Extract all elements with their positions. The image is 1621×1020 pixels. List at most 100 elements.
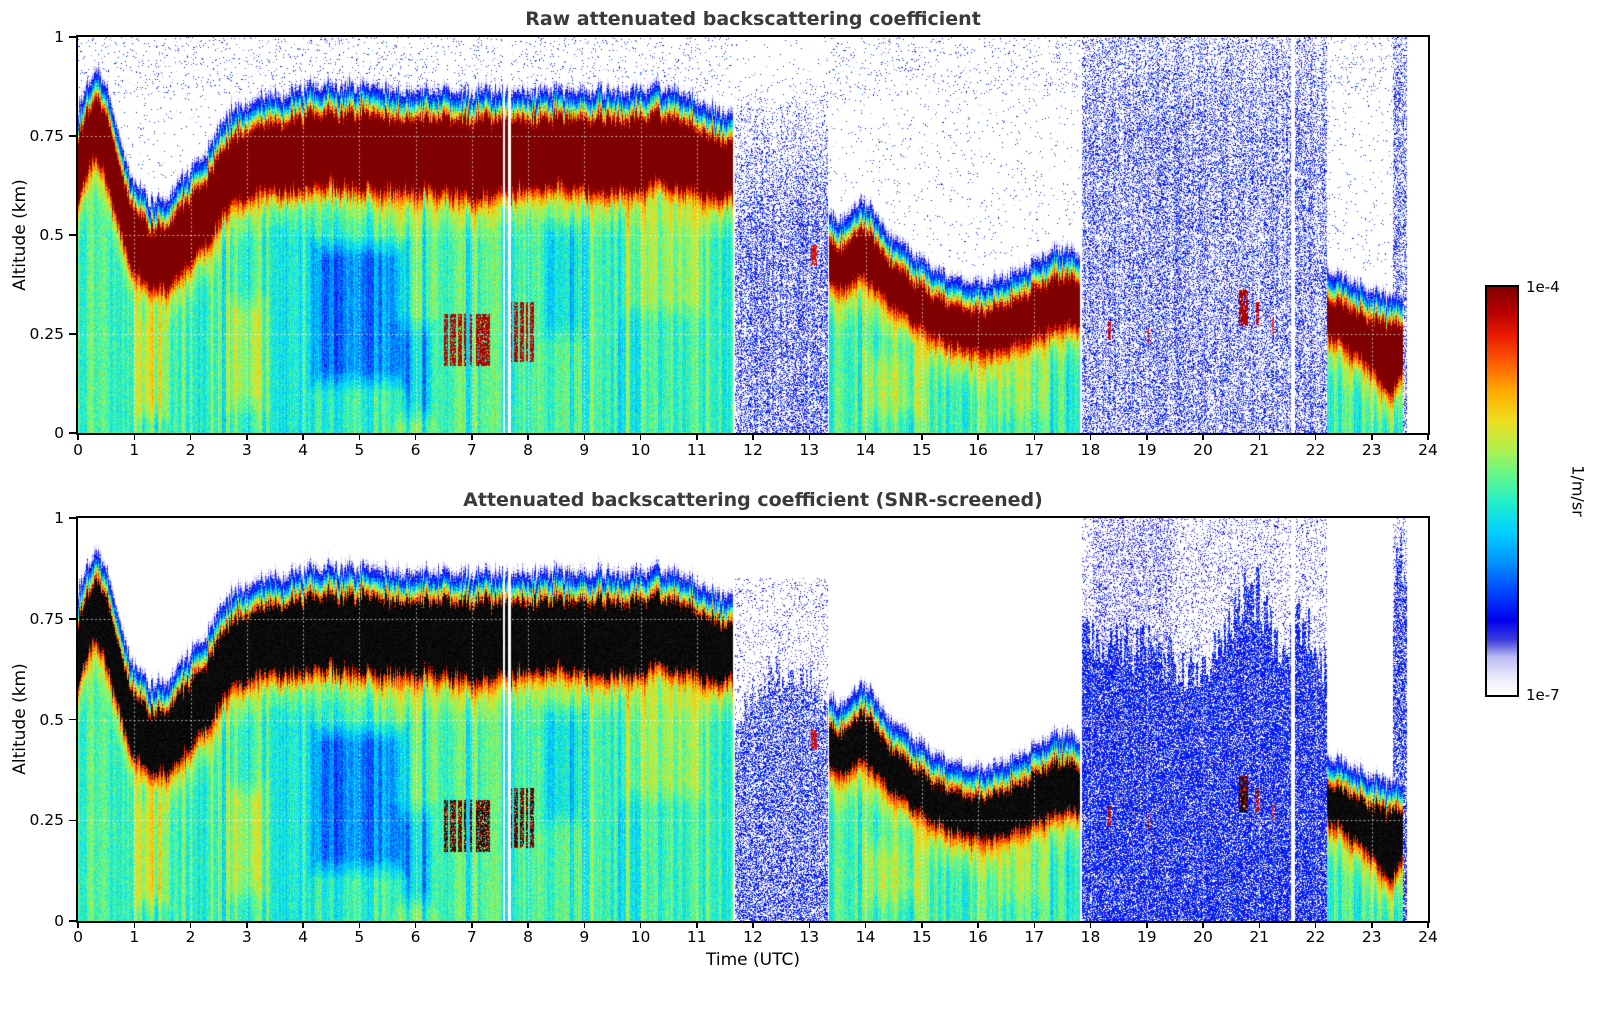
x-tick-mark <box>1089 923 1092 928</box>
x-tick-label: 7 <box>466 441 477 459</box>
x-tick-mark <box>977 923 979 928</box>
x-tick-mark <box>302 923 304 928</box>
x-tick-label: 14 <box>855 441 876 459</box>
x-tick-label: 1 <box>129 928 140 946</box>
x-tick-mark <box>1427 923 1429 928</box>
x-tick-mark <box>471 923 473 928</box>
x-tick-mark <box>1371 923 1373 928</box>
y-tick-mark <box>69 135 76 137</box>
x-tick-mark <box>864 923 867 928</box>
x-tick-label: 23 <box>1361 441 1382 459</box>
x-tick-label: 7 <box>466 928 477 946</box>
x-tick-mark <box>1033 435 1035 440</box>
y-tick-mark <box>69 36 76 38</box>
colorbar <box>1487 287 1517 695</box>
x-tick-mark <box>921 923 923 928</box>
x-tick-mark <box>246 923 248 928</box>
x-tick-label: 22 <box>1305 928 1326 946</box>
x-tick-label: 0 <box>73 928 83 946</box>
x-tick-label: 1 <box>129 441 140 459</box>
y-tick-mark <box>69 819 76 821</box>
x-tick-mark <box>583 435 585 440</box>
x-tick-mark <box>808 923 810 928</box>
x-tick-label: 3 <box>241 441 252 459</box>
x-tick-mark <box>358 923 360 928</box>
y-tick-mark <box>69 432 76 434</box>
x-tick-mark <box>527 923 529 928</box>
x-tick-label: 17 <box>1024 928 1045 946</box>
x-tick-mark <box>808 435 810 440</box>
y-tick-mark <box>69 920 76 922</box>
x-tick-mark <box>977 435 979 440</box>
x-tick-label: 15 <box>911 928 932 946</box>
x-tick-label: 20 <box>1193 441 1213 459</box>
x-tick-label: 20 <box>1193 928 1213 946</box>
y-tick-label: 0.75 <box>29 609 64 628</box>
x-tick-mark <box>1033 923 1035 928</box>
y-tick-label: 1 <box>54 28 64 46</box>
y-tick-label: 0.25 <box>29 325 64 343</box>
x-tick-label: 4 <box>298 441 308 459</box>
raw-panel-frame <box>76 35 1430 435</box>
x-tick-label: 22 <box>1305 441 1326 459</box>
x-tick-label: 24 <box>1418 928 1438 946</box>
x-tick-label: 16 <box>968 928 988 946</box>
x-tick-label: 0 <box>73 441 83 459</box>
x-tick-mark <box>414 923 417 928</box>
x-tick-label: 13 <box>799 441 820 459</box>
x-tick-label: 21 <box>1249 928 1270 946</box>
x-tick-mark <box>1258 923 1260 928</box>
y-tick-mark <box>69 333 76 335</box>
x-tick-label: 18 <box>1080 928 1101 946</box>
x-tick-mark <box>1089 435 1092 440</box>
x-tick-mark <box>696 923 698 928</box>
x-tick-label: 9 <box>579 441 590 459</box>
x-axis-label: Time (UTC) <box>706 950 800 970</box>
x-tick-label: 13 <box>799 928 820 946</box>
x-tick-label: 23 <box>1361 928 1382 946</box>
colorbar-max-label: 1e-4 <box>1526 278 1560 296</box>
x-tick-mark <box>527 435 529 440</box>
x-tick-mark <box>133 435 135 440</box>
panel-title-raw: Raw attenuated backscattering coefficien… <box>525 8 981 30</box>
x-tick-mark <box>1202 435 1204 440</box>
x-tick-mark <box>189 923 192 928</box>
x-tick-label: 5 <box>354 441 365 459</box>
x-tick-label: 2 <box>185 441 196 459</box>
x-tick-label: 10 <box>630 441 651 459</box>
x-tick-mark <box>1146 435 1148 440</box>
y-tick-label: 0.75 <box>29 127 64 145</box>
x-tick-label: 8 <box>523 441 533 459</box>
y-tick-mark <box>69 618 76 620</box>
x-tick-label: 2 <box>185 928 196 946</box>
screened-heatmap <box>78 518 1428 921</box>
x-tick-mark <box>864 435 867 440</box>
x-tick-mark <box>77 923 79 928</box>
x-tick-mark <box>246 435 248 440</box>
x-tick-label: 9 <box>579 928 590 946</box>
x-tick-label: 6 <box>410 928 421 946</box>
x-tick-mark <box>133 923 135 928</box>
y-tick-mark <box>69 517 76 519</box>
x-tick-mark <box>1427 435 1429 440</box>
x-tick-mark <box>583 923 585 928</box>
x-tick-label: 5 <box>354 928 365 946</box>
x-tick-mark <box>639 923 642 928</box>
x-tick-mark <box>77 435 79 440</box>
x-tick-label: 11 <box>686 928 707 946</box>
x-tick-label: 3 <box>241 928 252 946</box>
x-tick-label: 12 <box>743 441 763 459</box>
x-tick-mark <box>752 435 754 440</box>
x-tick-label: 4 <box>298 928 308 946</box>
y-tick-label: 1 <box>54 509 64 527</box>
x-tick-mark <box>414 435 417 440</box>
x-tick-label: 19 <box>1136 441 1157 459</box>
raw-heatmap <box>78 37 1428 433</box>
x-tick-label: 6 <box>410 441 421 459</box>
x-tick-label: 12 <box>743 928 763 946</box>
y-tick-label: 0 <box>54 912 64 930</box>
x-tick-mark <box>1146 923 1148 928</box>
y-tick-label: 0.5 <box>39 710 64 729</box>
screened-panel-frame <box>76 516 1430 923</box>
